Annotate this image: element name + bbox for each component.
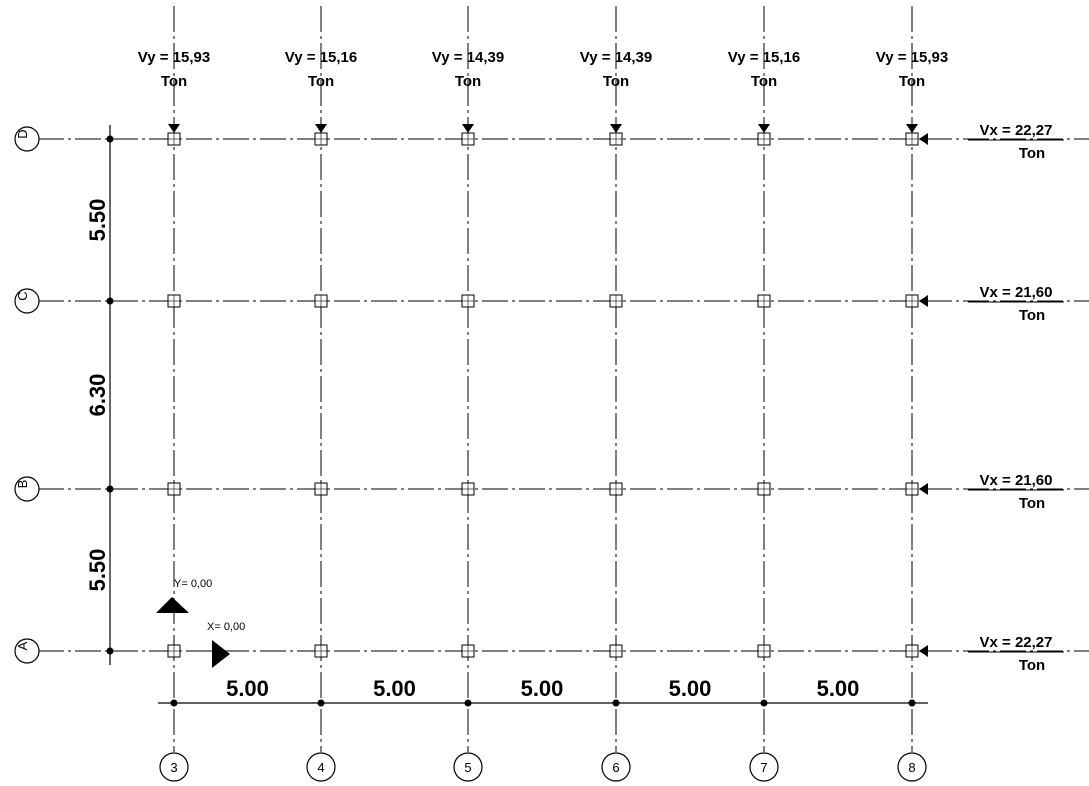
horizontal-dimension-label: 5.00	[373, 676, 416, 701]
left-arrow-icon	[919, 133, 928, 145]
row-bubble-label: C	[15, 291, 30, 300]
horizontal-dimension-label: 5.00	[669, 676, 712, 701]
y-origin-label: Y= 0,00	[174, 578, 212, 590]
vy-load-value: Vy = 15,93	[138, 49, 210, 66]
vy-load-unit: Ton	[751, 73, 777, 90]
row-bubble-A	[14, 638, 40, 664]
column-bubble-7	[749, 752, 779, 782]
load-labels: Vy = 15,93 Ton Vy = 15,16 Ton Vy = 14,39 Ton V…	[138, 49, 1064, 674]
vy-load-value: Vy = 14,39	[580, 49, 652, 66]
dimension-tick	[908, 699, 916, 707]
column-bubble-8	[897, 752, 927, 782]
column-bubble-label: 8	[908, 760, 915, 775]
vy-load-unit: Ton	[455, 73, 481, 90]
vertical-dimension-label: 6.30	[85, 374, 110, 417]
row-bubble-label: D	[15, 129, 30, 138]
vx-load-unit: Ton	[1019, 145, 1045, 162]
down-arrow-icon	[462, 124, 474, 133]
dimension-tick	[106, 485, 114, 493]
left-arrow-icon	[919, 483, 928, 495]
column-bubble-6	[601, 752, 631, 782]
row-bubble-D	[14, 126, 40, 152]
vy-load-unit: Ton	[161, 73, 187, 90]
column-markers	[167, 132, 919, 658]
vx-load-value: Vx = 21,60	[980, 472, 1053, 489]
vx-load-unit: Ton	[1019, 307, 1045, 324]
column-bubble-label: 5	[464, 760, 471, 775]
dimension-tick	[760, 699, 768, 707]
vertical-dimension-label: 5.50	[85, 199, 110, 242]
dimension-tick	[317, 699, 325, 707]
row-bubble-C	[14, 288, 40, 314]
dimension-tick	[464, 699, 472, 707]
row-bubble-label: A	[15, 641, 30, 650]
x-origin-triangle-icon	[212, 640, 230, 668]
vx-load-value: Vx = 22,27	[980, 122, 1053, 139]
row-bubble-B	[14, 476, 40, 502]
left-arrow-icon	[919, 295, 928, 307]
y-origin-triangle-icon	[156, 597, 189, 613]
vy-load-unit: Ton	[308, 73, 334, 90]
column-bubble-5	[453, 752, 483, 782]
vy-load-unit: Ton	[603, 73, 629, 90]
vx-load-value: Vx = 21,60	[980, 284, 1053, 301]
horizontal-dimension-label: 5.00	[521, 676, 564, 701]
vy-load-value: Vy = 14,39	[432, 49, 504, 66]
vertical-dimension-label: 5.50	[85, 549, 110, 592]
vx-load-unit: Ton	[1019, 495, 1045, 512]
vx-load-unit: Ton	[1019, 657, 1045, 674]
row-bubble-label: B	[15, 480, 30, 489]
down-arrow-icon	[315, 124, 327, 133]
left-arrow-icon	[919, 645, 928, 657]
column-bubble-4	[306, 752, 336, 782]
dimension-tick	[612, 699, 620, 707]
vy-load-value: Vy = 15,93	[876, 49, 948, 66]
dimension-tick	[170, 699, 178, 707]
vy-load-value: Vy = 15,16	[728, 49, 800, 66]
dimension-tick	[106, 647, 114, 655]
x-origin-label: X= 0,00	[207, 621, 245, 633]
horizontal-dimension-label: 5.00	[817, 676, 860, 701]
dimension-lines: 5.50 6.30 5.50 5.00 5.00 5.00 5.00 5.00	[85, 125, 928, 707]
grid-bubbles: 3 4 5 6 7 8 D C B A	[14, 126, 927, 782]
vy-load-value: Vy = 15,16	[285, 49, 357, 66]
column-bubble-label: 3	[170, 760, 177, 775]
dimension-tick	[106, 297, 114, 305]
grid-lines	[38, 6, 1089, 752]
down-arrow-icon	[758, 124, 770, 133]
column-bubble-label: 6	[612, 760, 619, 775]
column-bubble-3	[159, 752, 189, 782]
down-arrow-icon	[610, 124, 622, 133]
vy-load-unit: Ton	[899, 73, 925, 90]
vx-load-value: Vx = 22,27	[980, 634, 1053, 651]
origin-markers: Y= 0,00 X= 0,00	[156, 578, 245, 668]
down-arrow-icon	[168, 124, 180, 133]
horizontal-dimension-label: 5.00	[226, 676, 269, 701]
dimension-tick	[106, 135, 114, 143]
column-bubble-label: 4	[317, 760, 324, 775]
column-bubble-label: 7	[760, 760, 767, 775]
down-arrow-icon	[906, 124, 918, 133]
